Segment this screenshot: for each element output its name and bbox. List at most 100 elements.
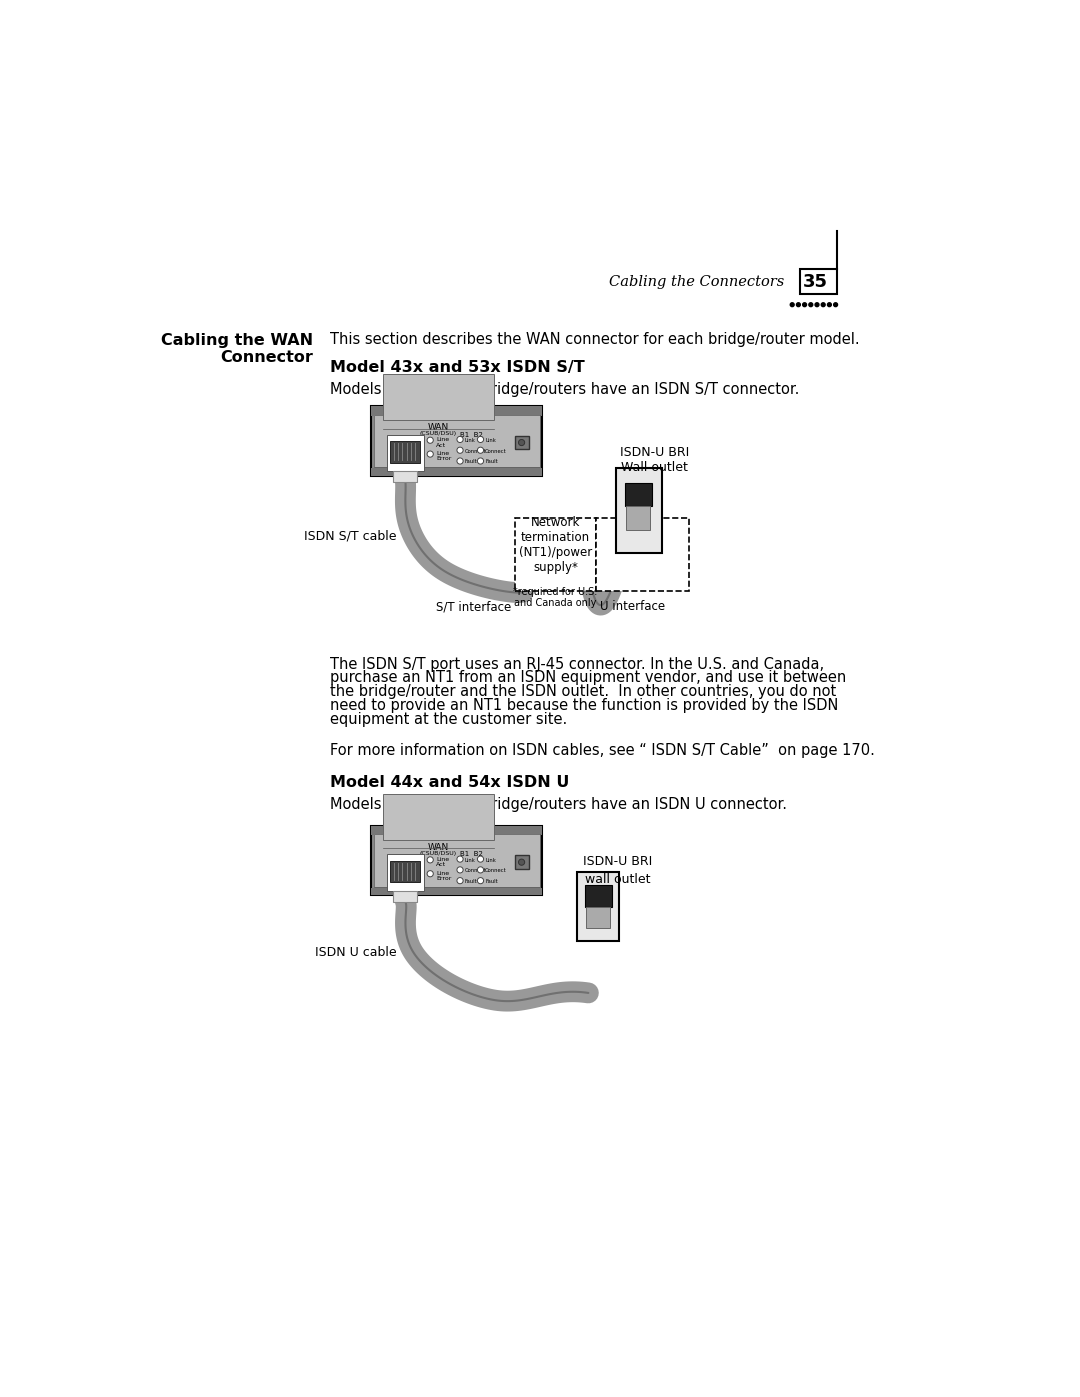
Bar (393, 471, 418, 482)
Bar (625, 483, 652, 507)
Bar (383, 374, 495, 420)
Text: ISDN S/T cable: ISDN S/T cable (303, 529, 396, 543)
Bar (383, 793, 495, 840)
Circle shape (427, 870, 433, 877)
Text: WAN: WAN (428, 423, 449, 432)
Bar (596, 518, 689, 591)
Text: Line: Line (436, 856, 449, 862)
Bar (372, 826, 542, 895)
Text: Link: Link (485, 437, 496, 443)
Text: B1  B2: B1 B2 (460, 851, 483, 858)
Text: B1  B2: B1 B2 (460, 432, 483, 437)
Circle shape (457, 856, 463, 862)
Bar (391, 441, 420, 462)
Circle shape (427, 856, 433, 863)
Text: Fault: Fault (464, 879, 477, 884)
Bar (372, 407, 542, 415)
Text: Model 43x and 53x ISDN S/T: Model 43x and 53x ISDN S/T (330, 360, 585, 376)
Bar (374, 415, 540, 467)
Text: U interface: U interface (600, 601, 665, 613)
Text: the bridge/router and the ISDN outlet.  In other countries, you do not: the bridge/router and the ISDN outlet. I… (330, 685, 837, 700)
Text: Connect: Connect (485, 869, 507, 873)
Circle shape (427, 437, 433, 443)
Text: Line: Line (436, 451, 449, 455)
Bar (584, 886, 611, 907)
Bar (515, 518, 596, 591)
Text: For more information on ISDN cables, see “ ISDN S/T Cable”  on page 170.: For more information on ISDN cables, see… (330, 743, 875, 757)
Bar (586, 907, 610, 929)
Bar (374, 834, 540, 887)
Bar (372, 826, 542, 835)
Text: Act: Act (436, 443, 446, 447)
Circle shape (477, 877, 484, 884)
Circle shape (477, 856, 484, 862)
Bar (626, 507, 650, 529)
Circle shape (477, 447, 484, 453)
Text: Connect: Connect (464, 869, 486, 873)
Text: Connect: Connect (485, 448, 507, 454)
Text: Models 44x and 54x bridge/routers have an ISDN U connector.: Models 44x and 54x bridge/routers have a… (330, 796, 787, 812)
Text: Cabling the Connectors: Cabling the Connectors (609, 275, 784, 289)
Text: wall outlet: wall outlet (584, 873, 650, 886)
Text: WAN: WAN (428, 842, 449, 852)
Circle shape (834, 303, 837, 306)
Text: (CSUB/DSU): (CSUB/DSU) (419, 432, 456, 436)
Circle shape (457, 436, 463, 443)
Text: Wall outlet: Wall outlet (621, 461, 688, 474)
Circle shape (821, 303, 825, 306)
Text: 35: 35 (802, 272, 828, 291)
Bar (393, 890, 418, 902)
Bar (372, 468, 542, 475)
Text: Connector: Connector (220, 351, 313, 365)
Text: ISDN U cable: ISDN U cable (314, 946, 396, 958)
Circle shape (518, 440, 525, 446)
Text: Error: Error (436, 876, 451, 882)
Bar (616, 468, 662, 553)
Bar (372, 887, 542, 895)
Bar (800, 270, 837, 293)
Text: Connect: Connect (464, 448, 486, 454)
Text: equipment at the customer site.: equipment at the customer site. (330, 712, 568, 726)
Text: ISDN-U BRI: ISDN-U BRI (583, 855, 652, 869)
Text: This section describes the WAN connector for each bridge/router model.: This section describes the WAN connector… (330, 331, 860, 346)
Circle shape (827, 303, 832, 306)
Circle shape (457, 447, 463, 453)
Text: S/T interface: S/T interface (435, 601, 511, 613)
Bar (391, 861, 420, 883)
Circle shape (802, 303, 807, 306)
Bar (514, 436, 528, 450)
Bar (577, 872, 619, 942)
Text: The ISDN S/T port uses an RJ-45 connector. In the U.S. and Canada,: The ISDN S/T port uses an RJ-45 connecto… (330, 657, 824, 672)
Text: *required for U.S.
and Canada only: *required for U.S. and Canada only (513, 587, 597, 608)
Bar (372, 407, 542, 475)
Circle shape (477, 866, 484, 873)
Text: purchase an NT1 from an ISDN equipment vendor, and use it between: purchase an NT1 from an ISDN equipment v… (330, 671, 847, 686)
Text: Link: Link (464, 437, 475, 443)
Circle shape (809, 303, 813, 306)
Text: Model 44x and 54x ISDN U: Model 44x and 54x ISDN U (330, 775, 569, 791)
Circle shape (457, 458, 463, 464)
Bar (514, 855, 528, 869)
Text: Line: Line (436, 870, 449, 876)
Text: Link: Link (464, 858, 475, 862)
Text: Cabling the WAN: Cabling the WAN (161, 334, 313, 348)
Text: Link: Link (485, 858, 496, 862)
Bar (387, 434, 424, 471)
Text: (CSUB/DSU): (CSUB/DSU) (419, 851, 456, 855)
Circle shape (796, 303, 800, 306)
Circle shape (791, 303, 794, 306)
Circle shape (427, 451, 433, 457)
Circle shape (457, 866, 463, 873)
Circle shape (457, 877, 463, 884)
Text: Fault: Fault (464, 460, 477, 464)
Bar (374, 834, 540, 887)
Text: need to provide an NT1 because the function is provided by the ISDN: need to provide an NT1 because the funct… (330, 698, 839, 714)
Text: ISDN-U BRI: ISDN-U BRI (620, 446, 689, 458)
Text: Fault: Fault (485, 460, 498, 464)
Text: Error: Error (436, 457, 451, 461)
Text: Line: Line (436, 437, 449, 441)
Text: Fault: Fault (485, 879, 498, 884)
Text: Models 43x and 53x bridge/routers have an ISDN S/T connector.: Models 43x and 53x bridge/routers have a… (330, 381, 799, 397)
Circle shape (518, 859, 525, 865)
Text: Act: Act (436, 862, 446, 868)
